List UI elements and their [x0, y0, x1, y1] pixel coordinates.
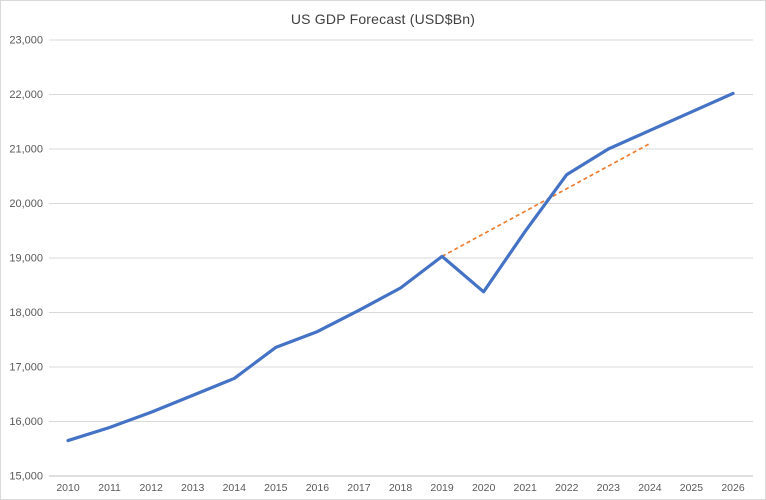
x-tick-label: 2016 — [306, 482, 330, 494]
x-tick-label: 2017 — [347, 482, 371, 494]
x-tick-label: 2018 — [389, 482, 413, 494]
y-tick-label: 16,000 — [9, 416, 43, 428]
gdp-line — [66, 91, 735, 443]
x-tick-label: 2014 — [223, 482, 247, 494]
x-tick-label: 2024 — [638, 482, 662, 494]
y-tick-label: 20,000 — [9, 198, 43, 210]
x-tick-label: 2012 — [139, 482, 163, 494]
y-tick-label: 19,000 — [9, 253, 43, 265]
x-tick-label: 2026 — [721, 482, 745, 494]
y-tick-label: 18,000 — [9, 307, 43, 319]
x-tick-label: 2025 — [680, 482, 704, 494]
y-tick-label: 21,000 — [9, 144, 43, 156]
x-tick-label: 2019 — [430, 482, 454, 494]
y-tick-label: 23,000 — [9, 35, 43, 47]
x-tick-label: 2022 — [555, 482, 579, 494]
x-tick-label: 2021 — [514, 482, 538, 494]
x-tick-label: 2023 — [597, 482, 621, 494]
x-tick-label: 2013 — [181, 482, 205, 494]
x-tick-label: 2015 — [264, 482, 288, 494]
trend-line — [441, 142, 651, 258]
y-tick-label: 17,000 — [9, 362, 43, 374]
x-tick-label: 2020 — [472, 482, 496, 494]
y-tick-label: 15,000 — [9, 471, 43, 483]
y-tick-label: 22,000 — [9, 89, 43, 101]
chart-title: US GDP Forecast (USD$Bn) — [290, 11, 476, 27]
x-tick-label: 2011 — [98, 482, 121, 494]
x-tick-label: 2010 — [56, 482, 80, 494]
